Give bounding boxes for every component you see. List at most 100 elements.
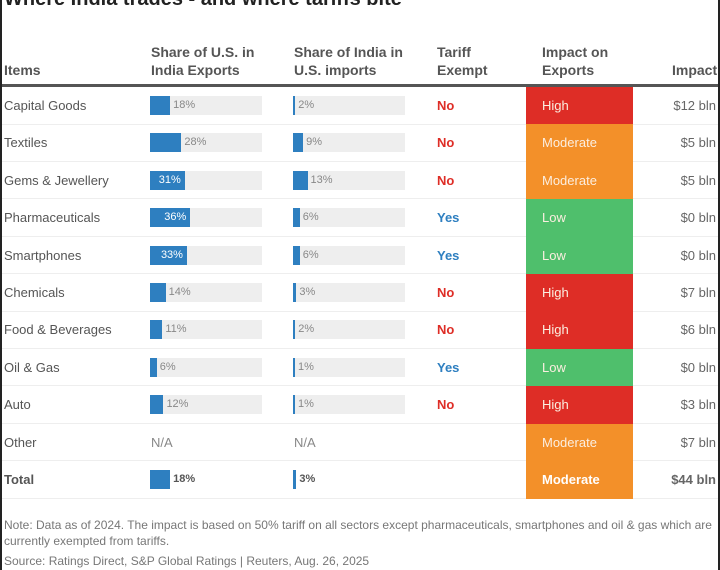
- us-share-label: 33%: [160, 248, 183, 261]
- note: Note: Data as of 2024. The impact is bas…: [4, 518, 712, 548]
- us-share-label: 12%: [166, 398, 189, 411]
- us-share-bar: [150, 208, 191, 228]
- table-row: Capital Goods 18% 2% No High $12 bln: [2, 87, 718, 125]
- impact-usd: $0 bln: [680, 247, 716, 263]
- india-share-label: 1%: [298, 398, 314, 411]
- impact-usd: $0 bln: [680, 359, 716, 375]
- india-share-label: N/A: [294, 434, 316, 450]
- us-share-track: 11%: [150, 320, 262, 340]
- table-row: Food & Beverages 11% 2% No High $6 bln: [2, 311, 718, 349]
- impact-usd: $6 bln: [680, 322, 716, 338]
- impact-usd: $7 bln: [680, 285, 716, 300]
- tariff-exempt: Yes: [437, 247, 460, 263]
- us-share-bar: [150, 470, 171, 489]
- header-exempt: Tariff Exempt: [437, 43, 488, 79]
- tariff-exempt: Yes: [437, 359, 460, 375]
- india-share-bar: [293, 170, 308, 190]
- india-share-track: 6%: [293, 208, 405, 228]
- tariff-exempt: Yes: [437, 210, 460, 226]
- india-share-bar: [293, 208, 300, 228]
- item-label: Smartphones: [4, 247, 82, 263]
- header-line: Share of India in: [294, 44, 403, 60]
- header-us-share: Share of U.S. in India Exports: [151, 43, 254, 79]
- us-share-track: 33%: [150, 245, 262, 265]
- item-label: Food & Beverages: [4, 322, 112, 338]
- header-impact-usd: Impact: [672, 62, 718, 78]
- us-share-track: 6%: [150, 357, 262, 377]
- table-row: Pharmaceuticals 36% 6% Yes Low $0 bln: [2, 199, 718, 237]
- us-share-bar: [150, 283, 166, 302]
- us-share-track: 18%: [150, 470, 262, 489]
- table-row: Chemicals 14% 3% No High $7 bln: [2, 274, 718, 312]
- us-share-label: 36%: [164, 211, 187, 224]
- item-label: Oil & Gas: [4, 359, 60, 375]
- us-share-label: 31%: [158, 173, 181, 186]
- us-share-label: 18%: [173, 99, 196, 111]
- india-share-track: 6%: [293, 245, 405, 265]
- right-border: [718, 0, 720, 570]
- us-share-label: 11%: [165, 323, 187, 336]
- source: Source: Ratings Direct, S&P Global Ratin…: [4, 554, 370, 568]
- impact-usd: $5 bln: [680, 172, 716, 188]
- us-share-label: 6%: [159, 360, 176, 373]
- header-line: Impact on: [542, 44, 609, 60]
- impact-cell: High: [526, 311, 633, 349]
- header-divider: [2, 84, 718, 87]
- us-share-track: 18%: [150, 96, 262, 115]
- impact-cell: Low: [526, 236, 633, 275]
- india-share-label: 6%: [302, 248, 319, 261]
- header-india-share: Share of India in U.S. imports: [294, 43, 403, 79]
- india-share-bar: [293, 395, 295, 415]
- header-line: Tariff: [437, 44, 471, 60]
- table-row: Other N/A N/A Moderate $7 bln: [2, 423, 718, 462]
- us-share-track: 14%: [150, 283, 262, 302]
- india-share-track: 3%: [293, 470, 405, 489]
- india-share-track: 13%: [293, 170, 405, 190]
- impact-usd: $3 bln: [680, 397, 716, 413]
- us-share-bar: [150, 395, 164, 415]
- header-line: Exempt: [437, 62, 488, 78]
- table-row: Gems & Jewellery 31% 13% No Moderate $5 bln: [2, 161, 718, 200]
- india-share-track: 1%: [293, 395, 405, 415]
- us-share-bar: [150, 320, 163, 340]
- impact-cell: Moderate: [526, 161, 633, 200]
- india-share-track: 3%: [293, 283, 405, 302]
- item-label: Textiles: [4, 135, 48, 151]
- table-row: Auto 12% 1% No High $3 bln: [2, 386, 718, 424]
- item-label: Auto: [4, 397, 31, 413]
- item-label: Capital Goods: [4, 98, 87, 113]
- us-share-bar: [150, 170, 185, 190]
- tariff-exempt: No: [437, 285, 455, 300]
- header-impact: Impact on Exports: [542, 43, 608, 79]
- item-label: Other: [4, 434, 37, 450]
- tariff-exempt: No: [437, 135, 455, 151]
- india-share-bar: [293, 470, 297, 489]
- india-share-track: 2%: [293, 320, 405, 340]
- chart-title: Where India trades - and where tariffs b…: [4, 0, 402, 11]
- tariff-exempt: No: [437, 322, 455, 338]
- india-share-bar: [293, 283, 297, 302]
- india-share-bar: [293, 245, 300, 265]
- impact-cell: Low: [526, 199, 633, 237]
- item-label: Pharmaceuticals: [4, 210, 101, 226]
- india-share-track: 2%: [293, 96, 405, 115]
- us-share-bar: [150, 96, 171, 115]
- india-share-label: 3%: [299, 473, 316, 485]
- us-share-label: 18%: [173, 473, 196, 485]
- tariff-exempt: No: [437, 172, 455, 188]
- us-share-label: 28%: [184, 136, 207, 149]
- item-label: Total: [4, 472, 35, 487]
- us-share-bar: [150, 133, 182, 153]
- impact-usd: $7 bln: [680, 434, 716, 450]
- impact-cell: Moderate: [526, 124, 633, 162]
- india-share-track: 9%: [293, 133, 405, 153]
- header-line: Exports: [542, 62, 595, 78]
- impact-cell: Moderate: [526, 423, 633, 462]
- india-share-label: 1%: [298, 360, 314, 373]
- impact-usd: $12 bln: [673, 98, 716, 113]
- header-line: U.S. imports: [294, 62, 377, 78]
- impact-usd: $44 bln: [671, 472, 716, 487]
- impact-cell: Moderate: [526, 461, 633, 499]
- impact-cell: Low: [526, 348, 633, 387]
- table-row: Oil & Gas 6% 1% Yes Low $0 bln: [2, 348, 718, 387]
